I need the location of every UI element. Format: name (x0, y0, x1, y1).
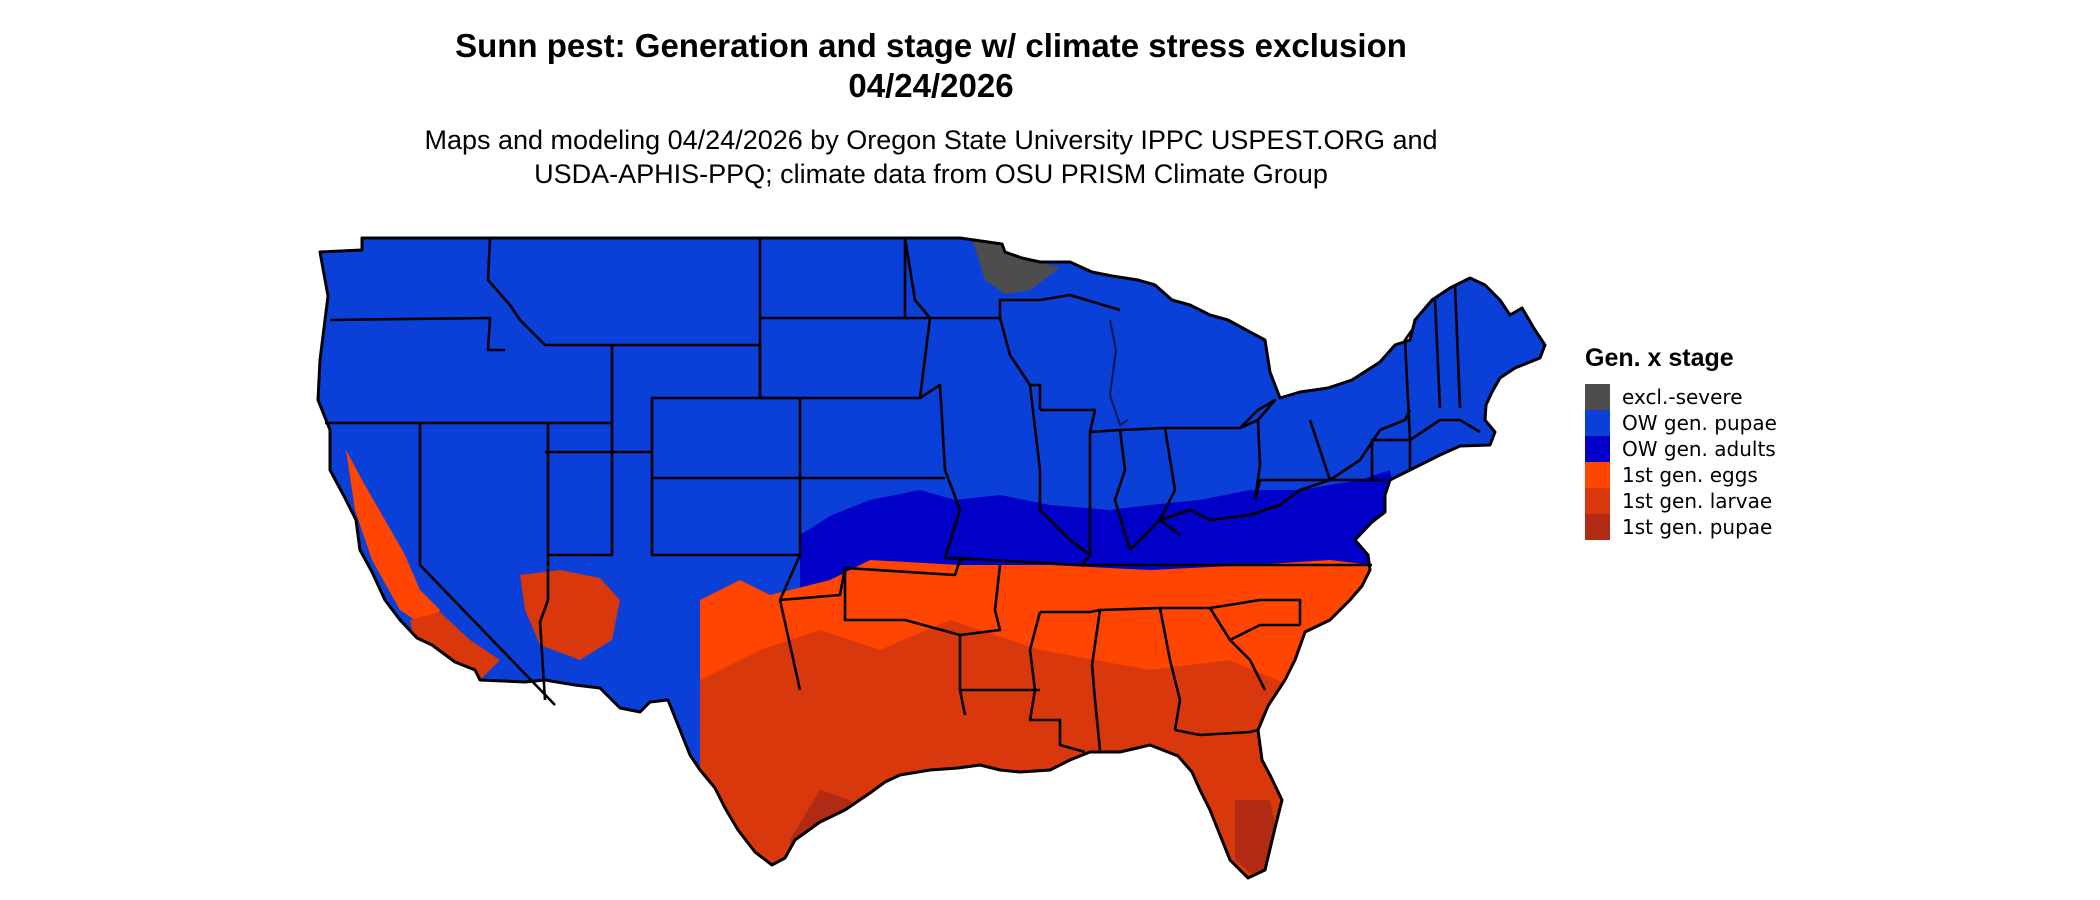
legend-item: excl.-severe (1585, 384, 1777, 410)
map-date: 04/24/2026 (848, 67, 1014, 104)
legend-swatch (1585, 384, 1610, 410)
legend-label: 1st gen. eggs (1622, 463, 1758, 487)
legend: Gen. x stage excl.-severe OW gen. pupae OW… (1585, 342, 1777, 540)
us-map (316, 236, 1547, 880)
legend-label: 1st gen. larvae (1622, 489, 1773, 513)
legend-item: 1st gen. larvae (1585, 488, 1777, 514)
legend-title: Gen. x stage (1585, 344, 1734, 372)
map-title: Sunn pest: Generation and stage w/ clima… (455, 27, 1407, 64)
legend-swatch (1585, 488, 1610, 514)
map-subtitle-line2: USDA-APHIS-PPQ; climate data from OSU PR… (534, 159, 1328, 189)
legend-swatch (1585, 514, 1610, 540)
legend-item: OW gen. adults (1585, 436, 1777, 462)
legend-item: OW gen. pupae (1585, 410, 1777, 436)
legend-label: OW gen. adults (1622, 437, 1776, 461)
map-subtitle-line1: Maps and modeling 04/24/2026 by Oregon S… (424, 125, 1438, 155)
legend-label: OW gen. pupae (1622, 411, 1777, 435)
legend-item: 1st gen. eggs (1585, 462, 1777, 488)
legend-swatch (1585, 462, 1610, 488)
legend-label: 1st gen. pupae (1622, 515, 1773, 539)
legend-swatch (1585, 436, 1610, 462)
legend-label: excl.-severe (1622, 385, 1743, 409)
legend-swatch (1585, 410, 1610, 436)
legend-items: excl.-severe OW gen. pupae OW gen. adults 1… (1585, 384, 1777, 540)
legend-item: 1st gen. pupae (1585, 514, 1777, 540)
